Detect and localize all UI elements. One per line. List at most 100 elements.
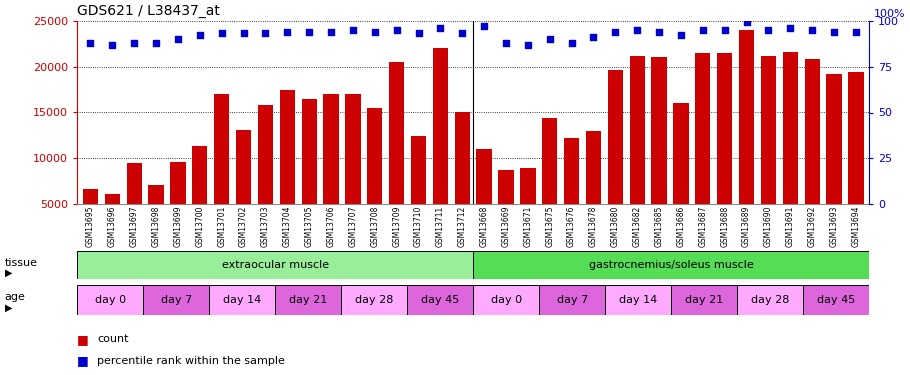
Text: GDS621 / L38437_at: GDS621 / L38437_at (77, 4, 220, 18)
Point (258, 30, 273, 36)
Point (652, 28, 666, 34)
Text: ■: ■ (77, 333, 89, 346)
Text: day 14: day 14 (619, 295, 657, 305)
Point (455, 30, 470, 36)
Bar (258, 105, 273, 250)
Bar (389, 62, 404, 250)
Point (126, 40, 141, 46)
Bar (411, 136, 426, 250)
Text: 100%: 100% (874, 9, 905, 19)
Point (346, 27, 360, 33)
Bar (345, 94, 360, 250)
Bar (477, 149, 491, 250)
Point (564, 40, 579, 46)
Text: age: age (5, 292, 25, 302)
Bar (539, 285, 605, 315)
Bar (83, 189, 98, 250)
Bar (630, 56, 645, 250)
Text: day 45: day 45 (421, 295, 460, 305)
Bar (761, 56, 776, 250)
Bar (77, 285, 144, 315)
Bar (407, 285, 473, 315)
Bar (214, 94, 229, 250)
Text: day 21: day 21 (685, 295, 723, 305)
Point (368, 28, 382, 34)
Bar (717, 53, 733, 250)
Bar (170, 162, 186, 250)
Point (586, 34, 601, 40)
Bar (279, 90, 295, 251)
Text: ▶: ▶ (5, 303, 12, 312)
Point (630, 27, 644, 33)
Point (695, 27, 710, 33)
Point (411, 30, 426, 36)
Point (433, 25, 448, 31)
Text: day 7: day 7 (161, 295, 192, 305)
Point (237, 30, 251, 36)
Point (499, 40, 513, 46)
Point (477, 23, 491, 29)
Bar (803, 285, 869, 315)
Bar (77, 251, 473, 279)
Point (193, 32, 207, 38)
Bar (323, 94, 339, 250)
Text: day 28: day 28 (751, 295, 789, 305)
Point (389, 27, 404, 33)
Text: count: count (97, 334, 129, 344)
Point (105, 42, 119, 48)
Point (171, 36, 186, 42)
Bar (144, 285, 209, 315)
Bar (236, 130, 251, 251)
Bar (826, 74, 842, 250)
Bar (848, 72, 864, 250)
Bar (739, 30, 754, 251)
Bar (341, 285, 408, 315)
Bar (433, 48, 448, 250)
Text: day 0: day 0 (490, 295, 521, 305)
Bar (521, 168, 535, 250)
Bar (564, 138, 580, 250)
Text: day 21: day 21 (289, 295, 328, 305)
Text: tissue: tissue (5, 258, 37, 267)
Bar (673, 104, 689, 250)
Text: ■: ■ (77, 354, 89, 367)
Point (324, 28, 339, 34)
Bar (126, 163, 142, 250)
Point (739, 20, 753, 26)
Point (783, 25, 797, 31)
Point (849, 28, 864, 34)
Point (83, 40, 97, 46)
Point (717, 27, 732, 33)
Text: ▶: ▶ (5, 267, 12, 278)
Text: day 45: day 45 (817, 295, 855, 305)
Bar (473, 285, 539, 315)
Bar (671, 285, 737, 315)
Bar (608, 70, 623, 251)
Text: day 14: day 14 (223, 295, 261, 305)
Point (827, 28, 842, 34)
Text: gastrocnemius/soleus muscle: gastrocnemius/soleus muscle (589, 260, 753, 270)
Bar (148, 185, 164, 250)
Text: extraocular muscle: extraocular muscle (222, 260, 329, 270)
Point (542, 36, 557, 42)
Bar (586, 131, 602, 251)
Bar (542, 118, 558, 250)
Bar (209, 285, 275, 315)
Point (608, 28, 622, 34)
Bar (652, 57, 667, 250)
Point (761, 27, 775, 33)
Bar (105, 194, 120, 250)
Bar (473, 251, 869, 279)
Bar (192, 147, 207, 250)
Point (805, 27, 820, 33)
Text: percentile rank within the sample: percentile rank within the sample (97, 356, 285, 366)
Point (673, 32, 688, 38)
Bar (499, 170, 513, 250)
Bar (275, 285, 341, 315)
Text: day 0: day 0 (95, 295, 126, 305)
Point (521, 42, 535, 48)
Bar (804, 59, 820, 250)
Bar (605, 285, 672, 315)
Bar (737, 285, 803, 315)
Point (215, 30, 229, 36)
